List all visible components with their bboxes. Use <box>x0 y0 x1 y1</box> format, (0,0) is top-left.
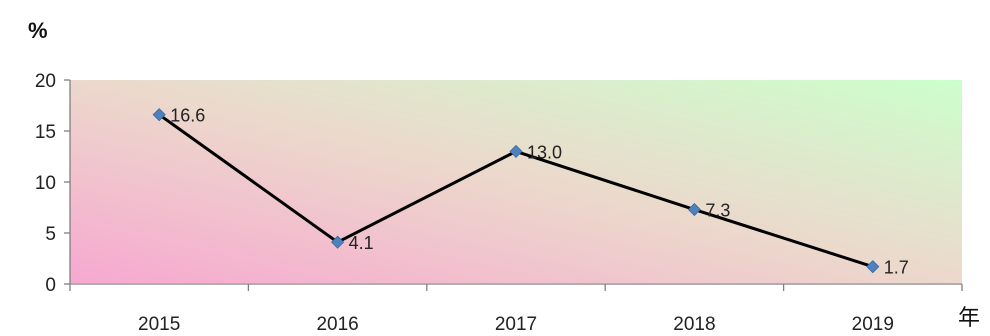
y-tick-label: 10 <box>35 173 56 194</box>
data-point-marker <box>152 108 166 122</box>
y-tick-label: 5 <box>45 224 56 245</box>
x-tick-label: 2018 <box>673 314 715 335</box>
data-point-marker <box>866 260 880 274</box>
data-point-marker <box>687 202 701 217</box>
data-label: 7.3 <box>705 201 730 221</box>
y-tick-label: 20 <box>35 71 56 92</box>
data-point-marker <box>509 144 523 158</box>
x-tick-label: 2016 <box>316 314 358 335</box>
data-label: 16.6 <box>170 106 205 126</box>
x-axis-unit-label: 年 <box>958 305 980 330</box>
data-label: 13.0 <box>527 142 562 162</box>
data-label: 1.7 <box>884 258 909 278</box>
y-tick-label: 15 <box>35 122 56 143</box>
y-axis-unit-label: % <box>28 18 48 43</box>
data-label: 4.1 <box>349 233 374 253</box>
x-tick-label: 2017 <box>495 314 537 335</box>
y-tick-label: 0 <box>45 275 56 296</box>
x-tick-label: 2015 <box>138 314 180 335</box>
data-point-marker <box>331 235 345 249</box>
x-tick-label: 2019 <box>852 314 894 335</box>
